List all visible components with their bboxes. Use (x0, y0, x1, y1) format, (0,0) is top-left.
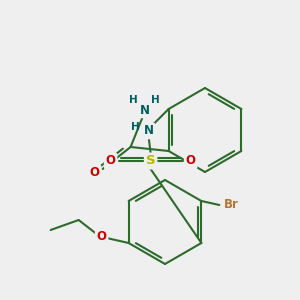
Text: O: O (106, 154, 116, 167)
Text: S: S (146, 154, 155, 167)
Text: H: H (151, 95, 160, 105)
Text: N: N (140, 103, 150, 116)
Text: H: H (129, 95, 138, 105)
Text: N: N (144, 124, 154, 137)
Text: Br: Br (224, 199, 239, 212)
Text: H: H (131, 122, 140, 132)
Text: O: O (186, 154, 196, 167)
Text: O: O (90, 167, 100, 179)
Text: O: O (97, 230, 106, 242)
